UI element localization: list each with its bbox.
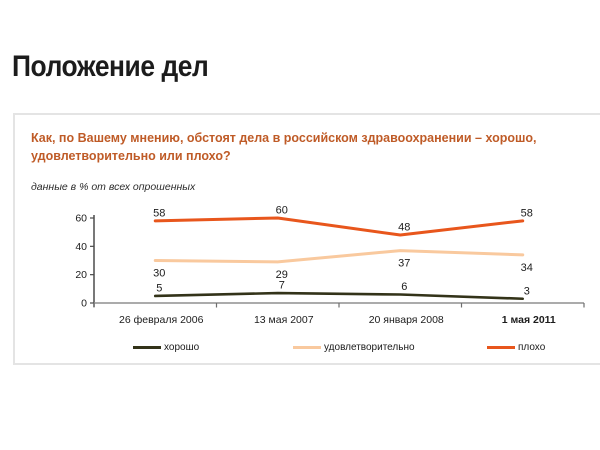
series-line-2	[153, 249, 525, 264]
data-label: 7	[279, 280, 285, 292]
series-line-1	[153, 291, 525, 301]
x-category-label: 13 мая 2007	[254, 314, 314, 326]
legend-swatch-line	[293, 345, 321, 349]
series-line-3	[153, 216, 525, 237]
data-label: 30	[153, 268, 165, 280]
legend-swatch-line	[487, 345, 515, 349]
x-category-label: 26 февраля 2006	[119, 314, 204, 326]
data-label: 5	[156, 282, 162, 294]
data-label: 29	[276, 269, 288, 281]
chart-question: Как, по Вашему мнению, обстоят дела в ро…	[31, 131, 537, 163]
data-label: 37	[398, 258, 410, 270]
chart-note: данные в % от всех опрошенных	[31, 181, 196, 193]
data-label: 60	[276, 205, 288, 217]
legend-label: плохо	[518, 341, 546, 353]
chart-panel: Как, по Вашему мнению, обстоят дела в ро…	[13, 113, 600, 365]
y-tick-label: 0	[81, 298, 87, 310]
y-tick-label: 40	[75, 241, 87, 253]
x-category-label: 1 мая 2011	[502, 314, 556, 326]
data-label: 58	[153, 207, 165, 219]
legend-swatch-line	[133, 345, 161, 349]
data-label: 34	[521, 262, 533, 274]
data-label: 3	[524, 285, 530, 297]
legend-item: плохо	[487, 341, 545, 353]
y-tick-label: 60	[75, 213, 87, 225]
page-title: Положение дел	[12, 50, 209, 83]
legend-label: хорошо	[164, 341, 200, 353]
line-chart: 0 20 40 60 26 февраля 2006 13 мая 2007 20 янва…	[75, 205, 585, 326]
legend-label: удовлетворительно	[324, 341, 415, 353]
data-label: 6	[401, 281, 407, 293]
data-label: 58	[521, 207, 533, 219]
y-tick-label: 20	[75, 269, 87, 281]
legend-item: хорошо	[133, 341, 199, 353]
x-category-label: 20 января 2008	[369, 314, 444, 326]
data-label: 48	[398, 222, 410, 234]
legend-item: удовлетворительно	[293, 341, 415, 353]
